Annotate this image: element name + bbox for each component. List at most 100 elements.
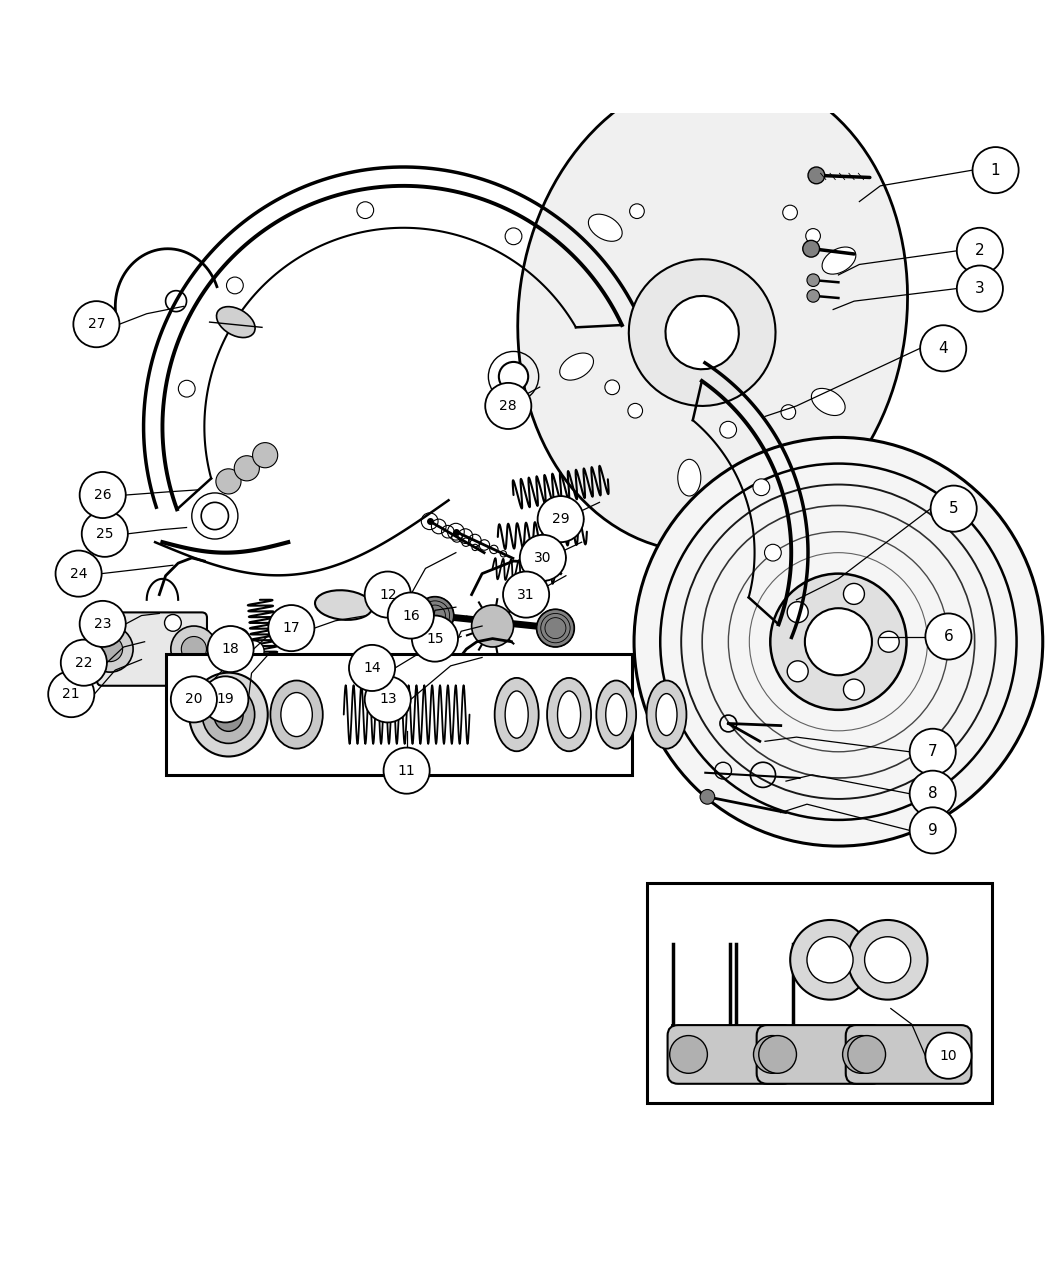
Circle shape [843, 1035, 880, 1073]
Circle shape [790, 920, 870, 999]
Circle shape [520, 535, 566, 580]
Circle shape [803, 241, 820, 257]
Circle shape [670, 1035, 707, 1073]
Text: 28: 28 [500, 398, 517, 412]
Text: 18: 18 [222, 642, 239, 656]
Circle shape [388, 592, 434, 639]
Ellipse shape [596, 681, 636, 749]
Text: 7: 7 [927, 745, 938, 759]
Text: 12: 12 [379, 588, 396, 602]
Circle shape [759, 1035, 796, 1073]
Text: 10: 10 [940, 1049, 957, 1063]
Circle shape [628, 404, 642, 418]
Circle shape [208, 626, 254, 672]
Bar [647, 882, 992, 1102]
Circle shape [630, 204, 645, 219]
Circle shape [80, 601, 126, 647]
Circle shape [171, 626, 217, 672]
Circle shape [61, 639, 107, 686]
Ellipse shape [558, 691, 581, 738]
Text: 31: 31 [518, 588, 534, 602]
Circle shape [165, 615, 181, 631]
Circle shape [957, 266, 1003, 312]
Circle shape [412, 616, 458, 662]
Ellipse shape [629, 260, 776, 406]
Text: 24: 24 [70, 566, 87, 580]
Circle shape [48, 671, 94, 717]
Text: 5: 5 [948, 502, 959, 516]
Circle shape [349, 645, 395, 691]
Circle shape [720, 421, 737, 438]
FancyBboxPatch shape [846, 1025, 971, 1083]
FancyBboxPatch shape [96, 612, 206, 686]
Circle shape [365, 676, 411, 723]
Circle shape [384, 747, 430, 793]
Circle shape [805, 608, 872, 675]
Ellipse shape [518, 71, 908, 551]
Text: 23: 23 [94, 617, 111, 631]
Text: 30: 30 [534, 551, 551, 565]
Circle shape [178, 381, 195, 397]
Circle shape [201, 503, 228, 530]
Circle shape [80, 472, 126, 518]
Circle shape [754, 1035, 791, 1073]
FancyBboxPatch shape [668, 1025, 793, 1083]
Circle shape [634, 438, 1043, 847]
Circle shape [783, 205, 798, 220]
Circle shape [973, 148, 1019, 193]
Text: 13: 13 [379, 693, 396, 707]
Ellipse shape [588, 214, 623, 242]
Circle shape [202, 676, 248, 723]
Circle shape [472, 605, 514, 647]
Text: 17: 17 [283, 621, 300, 635]
Circle shape [787, 661, 808, 682]
Ellipse shape [217, 307, 255, 337]
Text: 2: 2 [975, 243, 985, 258]
Ellipse shape [606, 694, 627, 736]
Ellipse shape [315, 591, 372, 620]
Ellipse shape [547, 679, 591, 751]
FancyBboxPatch shape [757, 1025, 882, 1083]
Ellipse shape [822, 247, 856, 274]
Text: 26: 26 [94, 488, 111, 502]
Circle shape [97, 636, 123, 662]
Circle shape [910, 728, 956, 775]
Ellipse shape [202, 686, 255, 743]
Circle shape [181, 636, 206, 662]
Circle shape [878, 631, 899, 652]
Circle shape [844, 583, 865, 605]
Circle shape [243, 640, 264, 662]
Text: 4: 4 [938, 341, 948, 355]
Circle shape [925, 1032, 971, 1078]
Text: 1: 1 [990, 163, 1001, 178]
Text: 19: 19 [217, 693, 234, 707]
Circle shape [770, 574, 907, 710]
Ellipse shape [811, 388, 845, 415]
Ellipse shape [665, 295, 739, 369]
Ellipse shape [270, 681, 323, 749]
Ellipse shape [505, 691, 528, 738]
Circle shape [503, 572, 549, 617]
Text: 22: 22 [75, 656, 92, 670]
Circle shape [931, 485, 977, 532]
Circle shape [806, 229, 821, 243]
Circle shape [807, 937, 853, 983]
Circle shape [752, 479, 769, 495]
Circle shape [920, 325, 966, 372]
Ellipse shape [560, 353, 593, 381]
Circle shape [87, 626, 133, 672]
Circle shape [73, 302, 119, 348]
Ellipse shape [214, 698, 243, 732]
Circle shape [957, 228, 1003, 274]
Text: 20: 20 [185, 693, 202, 707]
Ellipse shape [189, 672, 268, 756]
Circle shape [787, 602, 808, 622]
Ellipse shape [678, 460, 701, 496]
Text: 27: 27 [88, 317, 105, 331]
Text: 25: 25 [96, 527, 113, 541]
Circle shape [605, 379, 619, 395]
Ellipse shape [495, 679, 539, 751]
Circle shape [848, 920, 927, 999]
Circle shape [82, 510, 128, 556]
Text: 16: 16 [402, 608, 419, 622]
